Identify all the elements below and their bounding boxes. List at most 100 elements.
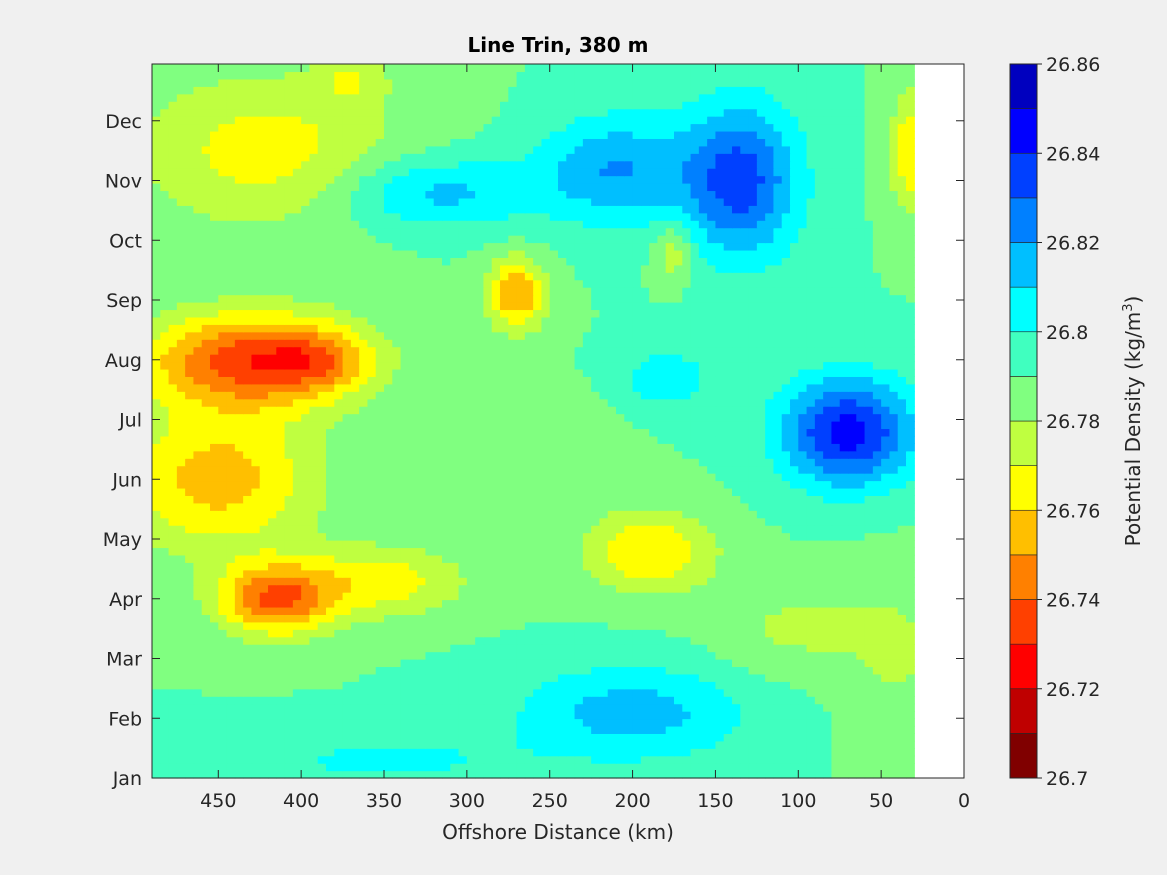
contour-cell xyxy=(152,606,161,615)
contour-cell xyxy=(268,629,277,638)
contour-cell xyxy=(425,659,435,668)
contour-cell xyxy=(466,487,476,496)
contour-cell xyxy=(210,621,219,630)
contour-cell xyxy=(259,502,269,511)
contour-cell xyxy=(392,398,402,407)
contour-cell xyxy=(682,502,692,511)
contour-cell xyxy=(698,651,708,660)
contour-cell xyxy=(251,763,261,772)
contour-cell xyxy=(317,428,327,437)
contour-cell xyxy=(466,718,476,727)
contour-cell xyxy=(872,517,882,526)
contour-cell xyxy=(152,725,161,734)
contour-cell xyxy=(756,703,766,712)
contour-cell xyxy=(831,487,841,496)
contour-cell xyxy=(607,584,617,593)
contour-cell xyxy=(732,666,741,675)
contour-cell xyxy=(798,562,808,571)
contour-cell xyxy=(657,502,667,511)
contour-cell xyxy=(400,510,410,519)
contour-cell xyxy=(690,659,700,668)
contour-cell xyxy=(458,614,468,623)
contour-cell xyxy=(400,473,410,482)
contour-cell xyxy=(574,592,584,601)
contour-cell xyxy=(375,450,385,459)
contour-cell xyxy=(732,740,741,749)
contour-cell xyxy=(168,614,178,623)
contour-cell xyxy=(756,517,766,526)
contour-cell xyxy=(243,748,253,757)
contour-cell xyxy=(889,547,899,556)
contour-cell xyxy=(599,718,609,727)
contour-cell xyxy=(185,554,195,563)
contour-cell xyxy=(897,569,907,578)
contour-cell xyxy=(442,688,451,697)
contour-cell xyxy=(649,443,659,452)
contour-cell xyxy=(367,659,377,668)
contour-cell xyxy=(226,644,236,653)
contour-cell xyxy=(276,428,286,437)
contour-cell xyxy=(326,517,335,526)
contour-cell xyxy=(549,733,559,742)
contour-cell xyxy=(185,421,195,430)
contour-cell xyxy=(176,621,186,630)
contour-cell xyxy=(640,681,650,690)
contour-cell xyxy=(732,629,741,638)
contour-cell xyxy=(814,659,824,668)
contour-cell xyxy=(773,569,783,578)
contour-cell xyxy=(168,740,178,749)
contour-cell xyxy=(665,688,675,697)
contour-cell xyxy=(872,554,882,563)
contour-cell xyxy=(268,644,277,653)
contour-cell xyxy=(425,495,435,504)
contour-cell xyxy=(201,502,211,511)
contour-cell xyxy=(317,748,327,757)
contour-cell xyxy=(732,532,741,541)
contour-cell xyxy=(765,480,775,489)
contour-cell xyxy=(781,584,791,593)
contour-cell xyxy=(292,480,302,489)
contour-cell xyxy=(342,517,352,526)
contour-cell xyxy=(226,428,236,437)
contour-cell xyxy=(210,733,219,742)
contour-cell xyxy=(756,480,766,489)
contour-cell xyxy=(723,383,733,392)
contour-cell xyxy=(591,644,601,653)
contour-cell xyxy=(268,435,277,444)
contour-cell xyxy=(831,666,841,675)
contour-cell xyxy=(160,718,170,727)
contour-cell xyxy=(657,376,667,385)
contour-cell xyxy=(541,696,551,705)
contour-cell xyxy=(740,428,750,437)
contour-cell xyxy=(309,532,319,541)
contour-cell xyxy=(268,718,277,727)
contour-cell xyxy=(185,770,195,779)
contour-cell xyxy=(806,473,816,482)
contour-cell xyxy=(574,540,584,549)
contour-cell xyxy=(881,584,891,593)
contour-cell xyxy=(276,636,286,645)
contour-cell xyxy=(723,763,733,772)
contour-cell xyxy=(516,763,526,772)
contour-cell xyxy=(168,733,178,742)
contour-cell xyxy=(251,733,261,742)
contour-cell xyxy=(848,562,857,571)
contour-cell xyxy=(334,703,344,712)
contour-cell xyxy=(400,547,410,556)
contour-cell xyxy=(781,495,791,504)
contour-cell xyxy=(599,711,609,720)
contour-cell xyxy=(765,703,775,712)
contour-cell xyxy=(342,599,352,608)
contour-cell xyxy=(210,540,219,549)
contour-cell xyxy=(201,435,211,444)
contour-cell xyxy=(707,495,717,504)
contour-cell xyxy=(375,376,385,385)
contour-cell xyxy=(665,450,675,459)
contour-cell xyxy=(450,569,460,578)
contour-cell xyxy=(251,592,261,601)
contour-cell xyxy=(408,733,418,742)
contour-cell xyxy=(516,673,526,682)
contour-cell xyxy=(193,733,203,742)
contour-cell xyxy=(201,733,211,742)
contour-cell xyxy=(773,688,783,697)
